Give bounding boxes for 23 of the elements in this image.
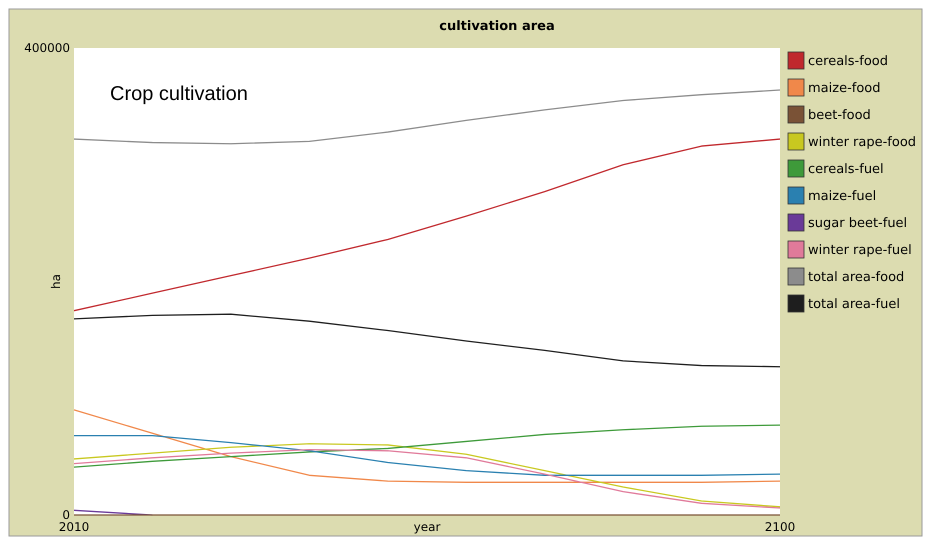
legend-label: maize-food: [808, 81, 880, 96]
x-tick-label: 2010: [58, 520, 90, 534]
legend-label: cereals-food: [808, 54, 888, 69]
chart-title: cultivation area: [439, 19, 555, 34]
legend-label: winter rape-food: [808, 135, 916, 150]
legend-label: beet-food: [808, 108, 871, 123]
line-series: [73, 424, 781, 468]
legend-label: total area-food: [808, 270, 904, 285]
y-axis-title: ha: [49, 274, 63, 289]
y-tick-label: 0: [62, 508, 70, 522]
legend-label: sugar beet-fuel: [808, 216, 908, 231]
annotation: Crop cultivation: [110, 83, 248, 105]
x-tick-label: 2100: [764, 520, 796, 534]
line-series: [73, 409, 781, 483]
legend-label: total area-fuel: [808, 297, 900, 312]
legend-label: cereals-fuel: [808, 162, 884, 177]
y-tick-label: 400000: [24, 41, 70, 56]
legend-label: winter rape-fuel: [808, 243, 912, 258]
line-series: [73, 434, 781, 476]
line-series: [73, 138, 781, 312]
legend-label: maize-fuel: [808, 189, 876, 204]
x-axis-title: year: [414, 520, 440, 534]
line-series: [73, 314, 781, 368]
